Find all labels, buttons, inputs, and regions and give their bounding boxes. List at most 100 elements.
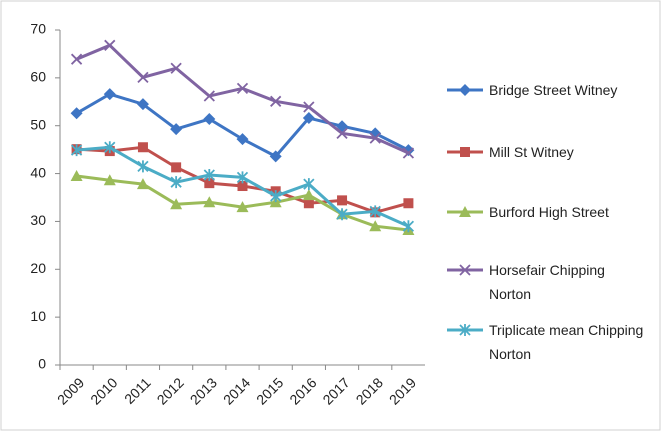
marker: [203, 169, 215, 182]
marker: [236, 133, 249, 146]
x-tick-label: 2012: [154, 374, 187, 407]
marker-shape: [302, 189, 315, 201]
marker-shape: [136, 178, 149, 190]
marker-shape: [137, 142, 148, 153]
marker-shape: [403, 198, 414, 209]
marker-shape: [303, 178, 315, 191]
marker-shape: [70, 53, 83, 65]
marker: [136, 178, 149, 190]
x-tick-label: 2016: [286, 374, 319, 407]
marker: [302, 112, 315, 125]
marker-shape: [369, 220, 382, 232]
marker-shape: [459, 206, 471, 217]
marker: [203, 196, 216, 208]
x-tick-label: 2014: [220, 374, 253, 407]
legend-label: Burford High Street: [489, 204, 609, 220]
marker: [203, 113, 216, 126]
marker: [459, 84, 471, 96]
marker-shape: [236, 133, 249, 146]
marker: [236, 171, 249, 184]
marker-shape: [302, 112, 315, 125]
marker: [369, 220, 382, 232]
marker-shape: [70, 107, 83, 120]
marker-shape: [170, 123, 183, 136]
marker-shape: [170, 62, 182, 74]
marker-shape: [203, 113, 216, 126]
marker-shape: [203, 196, 216, 208]
marker: [204, 178, 215, 189]
marker-shape: [303, 198, 314, 209]
x-tick-label: 2018: [353, 374, 386, 407]
marker: [236, 82, 249, 95]
marker-shape: [236, 82, 249, 95]
marker-shape: [103, 174, 116, 186]
y-tick-label: 10: [30, 308, 46, 324]
x-tick-label: 2013: [187, 374, 220, 407]
marker: [402, 147, 415, 159]
marker-shape: [369, 205, 381, 218]
marker: [460, 147, 470, 157]
marker-shape: [170, 198, 183, 210]
marker: [170, 176, 182, 189]
marker-shape: [204, 178, 215, 189]
legend-label: Bridge Street Witney: [489, 82, 618, 98]
marker: [170, 62, 182, 74]
marker-shape: [137, 160, 149, 173]
marker-shape: [270, 190, 282, 203]
marker: [402, 220, 415, 233]
marker: [103, 174, 116, 186]
marker: [137, 142, 148, 153]
marker-shape: [336, 127, 348, 140]
marker: [70, 169, 83, 181]
x-tick-label: 2019: [386, 374, 419, 407]
y-tick-label: 30: [30, 212, 46, 228]
marker: [369, 132, 381, 144]
marker-shape: [270, 95, 282, 107]
marker-shape: [236, 171, 249, 184]
marker: [70, 53, 83, 65]
legend-label: Triplicate mean Chipping Norton: [489, 322, 644, 362]
marker-shape: [70, 144, 83, 157]
marker: [104, 141, 116, 154]
marker-shape: [459, 264, 471, 276]
marker: [403, 198, 414, 209]
marker: [459, 324, 471, 336]
marker: [170, 198, 183, 210]
x-tick-label: 2015: [253, 374, 286, 407]
y-tick-label: 70: [30, 21, 46, 37]
y-tick-label: 20: [30, 260, 46, 276]
marker-shape: [237, 181, 248, 192]
marker-shape: [459, 84, 471, 96]
marker-shape: [104, 141, 116, 154]
marker: [137, 71, 149, 84]
marker-shape: [402, 220, 415, 233]
marker: [303, 101, 315, 113]
marker: [203, 90, 215, 102]
marker: [236, 201, 249, 213]
y-tick-label: 50: [30, 116, 46, 132]
marker-shape: [136, 98, 149, 111]
marker: [136, 98, 149, 111]
marker-shape: [137, 71, 149, 84]
marker: [103, 88, 116, 101]
marker: [303, 178, 315, 191]
marker-shape: [203, 90, 215, 102]
marker: [369, 205, 381, 218]
legend-label: Horsefair Chipping Norton: [489, 262, 605, 302]
legend-label: Mill St Witney: [489, 144, 574, 160]
x-tick-label: 2017: [319, 374, 352, 407]
marker-shape: [171, 162, 182, 173]
marker-shape: [170, 176, 182, 189]
marker-shape: [336, 208, 348, 221]
marker: [269, 150, 282, 163]
marker-shape: [303, 101, 315, 113]
marker: [171, 162, 182, 173]
y-tick-label: 0: [38, 356, 46, 372]
y-tick-label: 60: [30, 69, 46, 85]
marker-shape: [402, 147, 415, 159]
marker-shape: [103, 88, 116, 101]
marker: [337, 195, 348, 206]
marker: [270, 190, 282, 203]
marker-shape: [203, 169, 215, 182]
